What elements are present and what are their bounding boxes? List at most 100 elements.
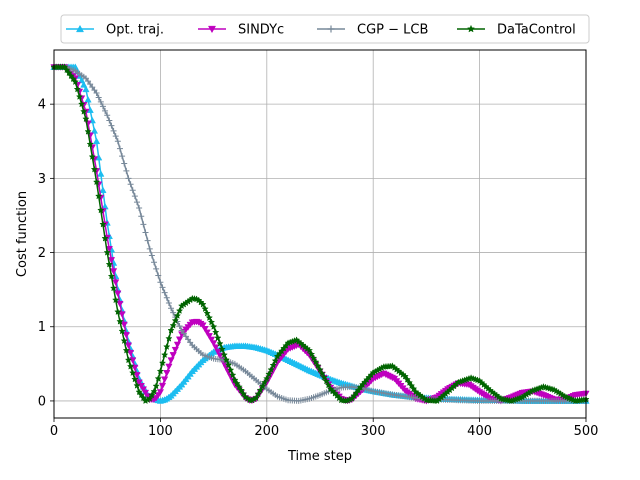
legend-label: Opt. traj. xyxy=(106,23,164,38)
data-point xyxy=(126,362,135,370)
data-point xyxy=(161,289,168,296)
data-point xyxy=(120,321,128,329)
legend-marker xyxy=(466,24,476,33)
x-tick-label: 300 xyxy=(361,424,386,439)
data-point xyxy=(173,341,182,349)
data-point xyxy=(78,76,86,84)
data-point xyxy=(119,153,126,160)
data-point xyxy=(168,305,175,312)
data-point xyxy=(105,246,113,253)
legend: Opt. traj. SINDYc CGP − LCB DaTaControl xyxy=(60,14,590,44)
data-point xyxy=(256,386,265,394)
data-point xyxy=(205,313,214,321)
data-point xyxy=(161,376,169,383)
data-point xyxy=(209,322,218,330)
data-point xyxy=(86,140,94,148)
data-point xyxy=(222,356,231,364)
data-point xyxy=(312,358,320,366)
data-point xyxy=(106,117,113,124)
data-point xyxy=(135,379,143,387)
data-point xyxy=(127,181,134,188)
data-point xyxy=(201,326,209,333)
data-point xyxy=(212,344,220,351)
data-point xyxy=(140,221,147,228)
legend-label: DaTaControl xyxy=(497,23,576,38)
plot-frame xyxy=(53,49,587,419)
data-point xyxy=(199,300,207,308)
data-point xyxy=(125,175,132,182)
data-point xyxy=(305,346,314,354)
data-point xyxy=(97,170,105,177)
data-point xyxy=(105,260,113,268)
data-point xyxy=(199,322,207,329)
data-point xyxy=(114,138,121,145)
data-point xyxy=(118,327,126,335)
data-point xyxy=(93,90,100,97)
data-point xyxy=(254,390,262,398)
data-point xyxy=(203,329,211,337)
data-point xyxy=(307,350,316,358)
data-point xyxy=(150,387,158,395)
data-point xyxy=(102,107,109,114)
data-point xyxy=(152,382,160,390)
data-point xyxy=(171,346,179,354)
data-point xyxy=(124,342,133,350)
y-tick-label: 1 xyxy=(38,320,46,335)
data-point xyxy=(169,321,177,329)
data-point xyxy=(167,326,175,334)
data-point xyxy=(261,378,269,386)
series-line xyxy=(54,66,586,402)
data-point xyxy=(169,352,177,359)
data-point xyxy=(116,300,124,308)
data-point xyxy=(170,309,177,316)
series-sindyc xyxy=(50,64,590,405)
data-point xyxy=(148,391,156,399)
data-point xyxy=(207,336,216,344)
data-point xyxy=(104,112,111,119)
data-point xyxy=(207,318,216,326)
data-point xyxy=(218,345,226,353)
data-point xyxy=(216,339,224,347)
data-point xyxy=(107,257,116,264)
x-tick-label: 100 xyxy=(148,424,173,439)
data-point xyxy=(120,336,128,344)
data-point xyxy=(129,187,136,194)
data-point xyxy=(90,165,99,173)
data-point xyxy=(154,374,162,382)
data-point xyxy=(142,229,149,236)
y-tick-label: 4 xyxy=(38,98,46,113)
legend-label: CGP − LCB xyxy=(357,23,428,38)
data-point xyxy=(220,351,228,359)
data-point xyxy=(314,362,322,370)
legend-marker xyxy=(75,24,85,33)
series-line xyxy=(54,66,587,402)
legend-label: SINDYc xyxy=(238,23,284,38)
data-point xyxy=(138,213,145,220)
data-point xyxy=(158,382,167,390)
data-point xyxy=(163,294,170,301)
data-point xyxy=(101,234,109,242)
data-point xyxy=(158,359,167,367)
data-point xyxy=(165,334,173,342)
y-tick-label: 2 xyxy=(38,246,46,261)
data-point xyxy=(267,365,275,373)
data-point xyxy=(92,178,101,186)
data-point xyxy=(229,371,237,379)
data-point xyxy=(129,369,137,377)
data-point xyxy=(97,98,104,105)
data-point xyxy=(271,357,279,364)
series-datacontrol xyxy=(50,63,590,405)
data-point xyxy=(114,290,122,298)
data-point xyxy=(155,272,162,279)
data-point xyxy=(112,279,120,286)
data-point xyxy=(214,348,222,356)
legend-item: SINDYc xyxy=(198,23,284,38)
series-line xyxy=(54,66,586,402)
data-point xyxy=(269,361,277,369)
legend-item: CGP − LCB xyxy=(317,23,428,38)
data-point xyxy=(122,332,130,339)
axis-ticks: 0 100 200 300 400 500 0 1 2 3 4 xyxy=(38,98,599,439)
y-tick-label: 0 xyxy=(38,394,46,409)
data-point xyxy=(212,328,220,336)
data-point xyxy=(133,381,141,389)
